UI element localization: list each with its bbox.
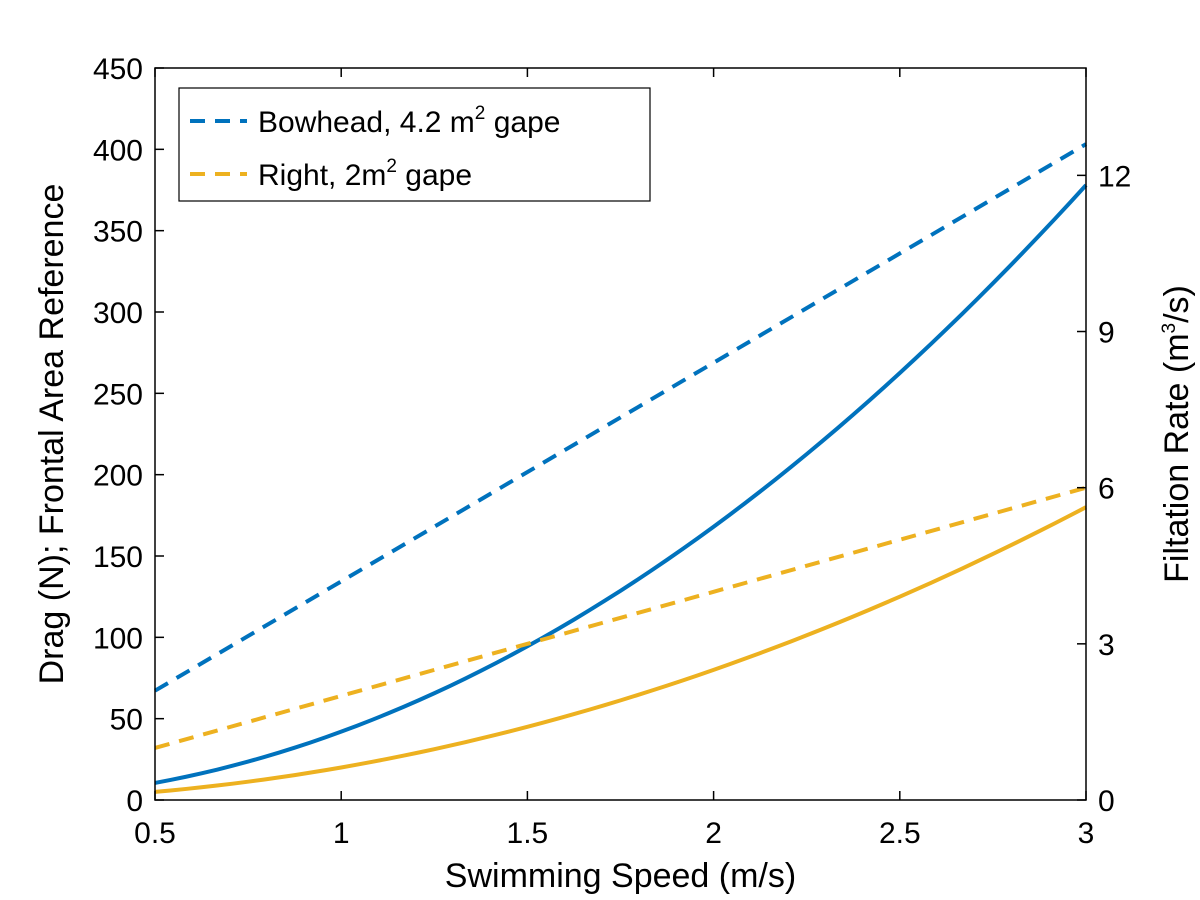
y-left-tick-label: 400 bbox=[93, 134, 143, 167]
series-line-drag-1 bbox=[154, 505, 1087, 794]
x-tick-label: 3 bbox=[1078, 817, 1095, 850]
y-axis-left: 0 50 100 150 200 250 300 350 400 450 bbox=[93, 53, 164, 818]
y-right-tick-label: 6 bbox=[1098, 473, 1115, 506]
y-right-tick-label: 12 bbox=[1098, 160, 1131, 193]
y-right-tick-label: 3 bbox=[1098, 629, 1115, 662]
series-layer bbox=[153, 142, 1088, 794]
y-left-tick-label: 100 bbox=[93, 622, 143, 655]
y-left-tick-label: 0 bbox=[126, 785, 143, 818]
y-right-tick-label: 9 bbox=[1098, 317, 1115, 350]
y-axis-right-title: Filtation Rate (m3/s) bbox=[1158, 285, 1196, 583]
x-axis: 0.5 1 1.5 2 2.5 3 bbox=[134, 68, 1094, 850]
x-axis-title: Swimming Speed (m/s) bbox=[445, 857, 796, 895]
y-left-tick-label: 150 bbox=[93, 541, 143, 574]
y-left-tick-label: 450 bbox=[93, 53, 143, 86]
x-tick-label: 2.5 bbox=[879, 817, 921, 850]
y-right-tick-label: 0 bbox=[1098, 785, 1115, 818]
series-line-filtration-2 bbox=[153, 142, 1088, 693]
y-left-tick-label: 300 bbox=[93, 297, 143, 330]
x-tick-label: 0.5 bbox=[134, 817, 176, 850]
y-left-tick-label: 350 bbox=[93, 216, 143, 249]
legend-box bbox=[178, 87, 651, 202]
x-tick-label: 1.5 bbox=[507, 817, 549, 850]
legend: Bowhead, 4.2 m2 gape Right, 2m2 gape bbox=[178, 87, 651, 202]
y-left-tick-label: 50 bbox=[110, 704, 143, 737]
x-tick-label: 2 bbox=[705, 817, 722, 850]
legend-label-right: Right, 2m2 gape bbox=[258, 156, 472, 192]
y-left-tick-label: 250 bbox=[93, 378, 143, 411]
series-line-filtration-3 bbox=[154, 485, 1087, 750]
y-left-tick-label: 200 bbox=[93, 460, 143, 493]
legend-label-bowhead: Bowhead, 4.2 m2 gape bbox=[258, 103, 560, 139]
plot-frame bbox=[154, 67, 1087, 801]
y-axis-left-title: Drag (N); Frontal Area Reference bbox=[33, 184, 71, 685]
x-tick-label: 1 bbox=[333, 817, 350, 850]
series-line-drag-0 bbox=[154, 183, 1088, 785]
y-axis-right: 0 3 6 9 12 bbox=[1077, 160, 1131, 818]
